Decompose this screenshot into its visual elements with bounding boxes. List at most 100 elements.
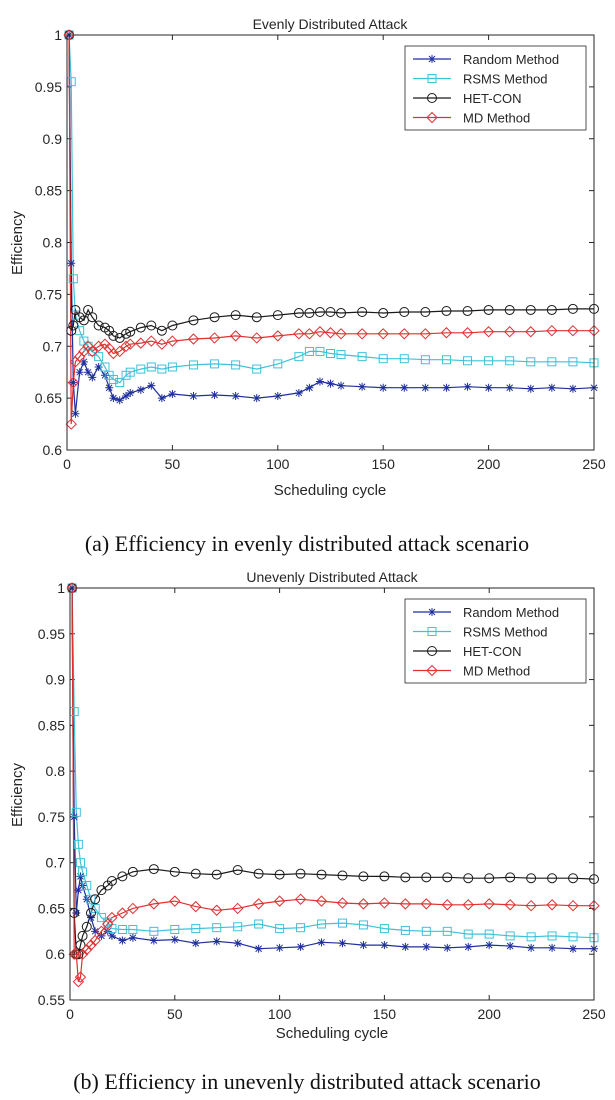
data-point-rsms-method bbox=[252, 364, 262, 374]
y-tick-label: 0.7 bbox=[43, 338, 63, 354]
y-tick-label: 0.85 bbox=[35, 183, 62, 199]
data-point-rsms-method bbox=[505, 356, 515, 366]
data-point-het-con bbox=[316, 869, 327, 880]
data-point-het-con bbox=[274, 869, 285, 880]
y-tick-label: 0.8 bbox=[46, 763, 66, 779]
data-point-md-method bbox=[166, 335, 179, 347]
data-point-md-method bbox=[107, 347, 120, 360]
figure-caption: (a) Efficiency in evenly distributed att… bbox=[85, 531, 529, 556]
data-point-random-method bbox=[338, 939, 347, 948]
data-point-md-method bbox=[231, 902, 244, 915]
data-point-het-con bbox=[127, 866, 138, 877]
x-tick-label: 250 bbox=[582, 1006, 606, 1022]
data-point-het-con bbox=[546, 304, 557, 315]
data-point-rsms-method bbox=[275, 924, 285, 934]
legend: Random Method RSMS Method HET-CON MD Method bbox=[404, 598, 587, 684]
data-point-random-method bbox=[379, 383, 388, 392]
data-point-random-method bbox=[442, 383, 451, 392]
data-point-md-method bbox=[156, 338, 168, 350]
data-point-md-method bbox=[377, 328, 389, 340]
data-point-het-con bbox=[117, 871, 128, 882]
data-point-rsms-method bbox=[547, 357, 557, 367]
y-tick-label: 0.95 bbox=[35, 79, 62, 95]
data-point-random-method bbox=[168, 389, 177, 398]
data-point-het-con bbox=[442, 872, 453, 883]
data-point-rsms-method bbox=[170, 925, 180, 935]
data-point-rsms-method bbox=[336, 350, 346, 360]
data-point-random-method bbox=[122, 392, 131, 401]
data-point-het-con bbox=[336, 308, 347, 319]
axis-ticks: 0 50 100 150 200 250 0.6 0.65 0.7 0.75 0.8 0.85 0.9 0… bbox=[35, 27, 606, 472]
data-point-het-con bbox=[251, 312, 262, 323]
data-point-random-method bbox=[421, 383, 430, 392]
data-point-rsms-method bbox=[547, 931, 557, 941]
y-tick-label: 0.7 bbox=[46, 855, 66, 871]
data-point-random-method bbox=[136, 385, 145, 394]
data-point-rsms-method bbox=[128, 925, 138, 935]
data-point-het-con bbox=[106, 875, 117, 886]
data-point-md-method bbox=[68, 948, 80, 960]
legend-marker-rsms-method bbox=[427, 74, 437, 83]
data-point-rsms-method bbox=[68, 274, 78, 284]
data-point-md-method bbox=[74, 971, 87, 983]
data-point-md-method bbox=[76, 948, 89, 960]
data-point-md-method bbox=[314, 326, 326, 338]
data-point-md-method bbox=[65, 418, 77, 430]
x-tick-label: 250 bbox=[582, 456, 606, 472]
data-point-md-method bbox=[89, 934, 101, 947]
data-point-md-method bbox=[145, 335, 158, 347]
data-point-random-method bbox=[305, 383, 314, 392]
y-tick-label: 0.9 bbox=[46, 672, 66, 688]
data-point-het-con bbox=[87, 312, 98, 323]
data-point-md-method bbox=[127, 902, 139, 915]
data-point-rsms-method bbox=[157, 364, 167, 374]
data-point-md-method bbox=[315, 895, 328, 907]
axis-ticks: 0 50 100 150 200 250 0.55 0.6 0.65 0.7 0.75 0.8 0.85… bbox=[38, 580, 606, 1022]
data-point-md-method bbox=[461, 327, 474, 339]
data-point-md-method bbox=[86, 345, 99, 358]
data-point-rsms-method bbox=[399, 354, 409, 364]
data-point-random-method bbox=[252, 394, 261, 403]
data-point-rsms-method bbox=[568, 932, 578, 942]
figure-caption: (b) Efficiency in unevenly distributed a… bbox=[73, 1069, 541, 1094]
data-point-random-method bbox=[358, 382, 367, 391]
data-point-het-con bbox=[68, 320, 79, 331]
data-point-md-method bbox=[525, 326, 537, 338]
data-point-het-con bbox=[525, 304, 536, 315]
data-point-random-method bbox=[380, 941, 389, 950]
data-point-md-method bbox=[85, 939, 97, 951]
data-point-random-method bbox=[485, 941, 494, 950]
data-point-random-method bbox=[568, 384, 577, 393]
data-point-md-method bbox=[336, 897, 349, 909]
data-point-md-method bbox=[211, 904, 223, 916]
data-point-rsms-method bbox=[421, 926, 431, 936]
series-line-rsms-method bbox=[71, 587, 595, 939]
data-point-md-method bbox=[169, 895, 181, 907]
y-tick-label: 0.6 bbox=[46, 946, 66, 962]
data-point-rsms-method bbox=[231, 360, 241, 370]
data-point-md-method bbox=[398, 328, 410, 340]
data-point-random-method bbox=[275, 943, 284, 952]
data-point-random-method bbox=[72, 909, 81, 918]
data-point-rsms-method bbox=[442, 926, 452, 936]
data-point-md-method bbox=[483, 898, 495, 910]
data-point-het-con bbox=[357, 307, 368, 318]
data-point-random-method bbox=[506, 941, 515, 950]
data-point-md-method bbox=[419, 328, 432, 340]
data-point-random-method bbox=[505, 383, 514, 392]
x-tick-label: 0 bbox=[63, 456, 71, 472]
x-tick-label: 50 bbox=[167, 1006, 183, 1022]
data-point-het-con bbox=[135, 322, 146, 333]
data-point-rsms-method bbox=[326, 349, 335, 359]
data-point-rsms-method bbox=[484, 356, 494, 366]
data-point-random-method bbox=[569, 944, 578, 953]
legend-marker-md-method bbox=[426, 664, 438, 677]
data-point-md-method bbox=[546, 899, 558, 911]
data-point-het-con bbox=[462, 305, 473, 316]
data-point-random-method bbox=[115, 396, 124, 405]
data-point-md-method bbox=[148, 898, 160, 910]
data-point-het-con bbox=[325, 307, 336, 318]
legend-label-random-method: Random Method bbox=[463, 52, 559, 67]
data-point-md-method bbox=[420, 898, 433, 910]
y-axis-label: Efficiency bbox=[9, 763, 26, 827]
